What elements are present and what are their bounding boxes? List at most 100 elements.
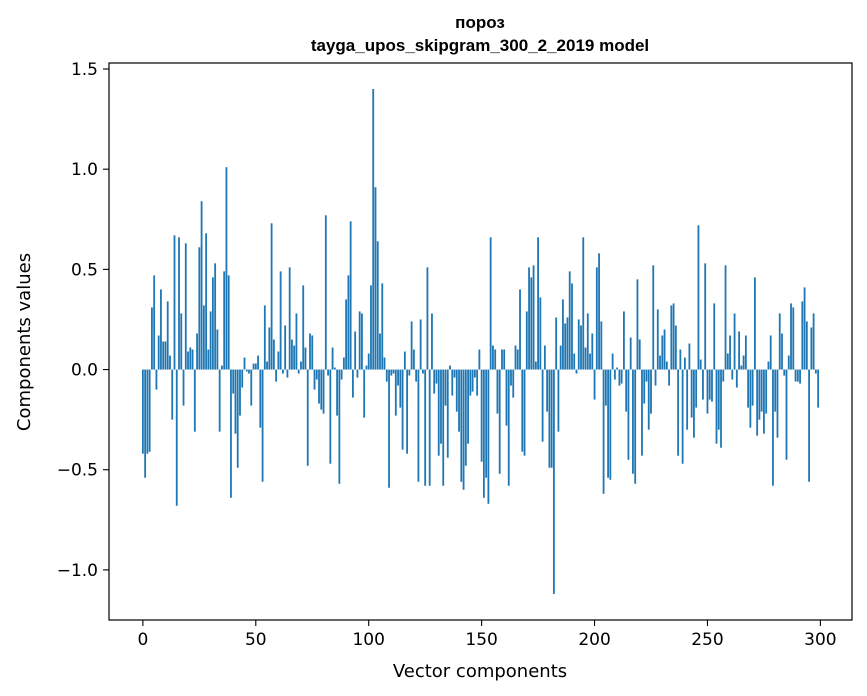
- bar: [645, 369, 648, 382]
- bar: [392, 369, 395, 374]
- bar: [352, 369, 354, 398]
- bar: [516, 349, 519, 370]
- bar: [485, 369, 488, 478]
- bar: [814, 369, 817, 374]
- bar: [315, 369, 318, 380]
- bar: [243, 357, 246, 370]
- y-axis-label: Components values: [14, 253, 35, 431]
- bar: [711, 369, 713, 402]
- bar: [365, 365, 368, 370]
- bar: [681, 369, 684, 464]
- bar: [756, 369, 759, 436]
- bar: [302, 285, 305, 370]
- bar: [514, 345, 517, 370]
- bar: [636, 279, 639, 370]
- bar: [266, 361, 268, 370]
- x-axis: 0 50 100 150 200 250 300: [137, 620, 837, 650]
- bar: [376, 241, 379, 370]
- bar: [758, 369, 761, 420]
- bar: [406, 369, 409, 454]
- bar: [245, 369, 248, 372]
- bar: [616, 367, 619, 370]
- bar: [733, 313, 736, 370]
- bar: [482, 369, 485, 498]
- bar: [336, 369, 338, 416]
- bar: [214, 263, 217, 370]
- chart-subtitle: tayga_upos_skipgram_300_2_2019 model: [311, 36, 649, 55]
- bar: [695, 369, 698, 408]
- bar: [361, 313, 363, 370]
- bar: [236, 369, 239, 468]
- bar: [767, 361, 770, 370]
- y-tick-label: 1.0: [71, 160, 98, 180]
- bar: [489, 237, 492, 370]
- bar: [674, 325, 677, 370]
- bar: [543, 345, 546, 370]
- y-axis: −1.0 −0.5 0.0 0.5 1.0 1.5: [57, 60, 109, 581]
- bar: [157, 335, 160, 370]
- bar: [577, 319, 580, 370]
- bar: [480, 369, 483, 462]
- y-tick-label: −0.5: [57, 461, 98, 481]
- bar: [713, 303, 716, 370]
- bar: [582, 237, 585, 370]
- bar: [571, 283, 573, 370]
- bar: [550, 369, 553, 468]
- bar: [659, 355, 661, 370]
- bar: [476, 369, 479, 396]
- bar: [568, 271, 571, 370]
- bar: [381, 283, 384, 370]
- bar: [151, 307, 153, 370]
- bar: [232, 369, 235, 394]
- y-tick-label: 0.0: [71, 361, 98, 381]
- bar: [171, 369, 174, 420]
- bar: [598, 253, 600, 370]
- bar: [604, 369, 607, 406]
- bar: [342, 357, 345, 370]
- bar: [668, 369, 670, 386]
- bar: [731, 369, 734, 380]
- bar: [160, 289, 162, 370]
- bar: [688, 343, 691, 370]
- bar: [774, 369, 777, 412]
- bar: [394, 369, 397, 416]
- bar: [469, 369, 472, 396]
- bar: [422, 369, 424, 374]
- bar: [735, 369, 738, 388]
- bar: [239, 369, 241, 416]
- bar: [370, 285, 372, 370]
- bar: [333, 367, 336, 370]
- bar: [787, 355, 790, 370]
- bar: [702, 369, 704, 400]
- bar: [428, 369, 431, 486]
- bar: [611, 353, 614, 370]
- bar: [293, 345, 296, 370]
- bar: [541, 369, 544, 442]
- bar: [388, 369, 390, 488]
- bar: [225, 167, 228, 370]
- bar: [609, 369, 612, 480]
- bar: [765, 369, 768, 414]
- bar: [259, 369, 262, 428]
- bar: [552, 369, 555, 594]
- bar: [230, 369, 232, 498]
- bar: [397, 369, 399, 386]
- bar: [530, 277, 533, 370]
- bar: [783, 369, 786, 376]
- x-tick-label: 150: [465, 630, 497, 650]
- bar: [424, 369, 427, 486]
- bar: [498, 369, 501, 474]
- bar: [810, 327, 813, 370]
- bar: [385, 369, 388, 382]
- bar: [760, 369, 763, 412]
- bar: [638, 339, 641, 370]
- bar: [410, 321, 413, 370]
- bar: [650, 369, 652, 414]
- y-tick-label: 0.5: [71, 260, 98, 280]
- bar: [672, 303, 675, 370]
- bar: [808, 369, 810, 482]
- bar: [796, 369, 799, 382]
- bar: [383, 357, 386, 370]
- bar: [372, 89, 375, 370]
- bar: [153, 275, 156, 370]
